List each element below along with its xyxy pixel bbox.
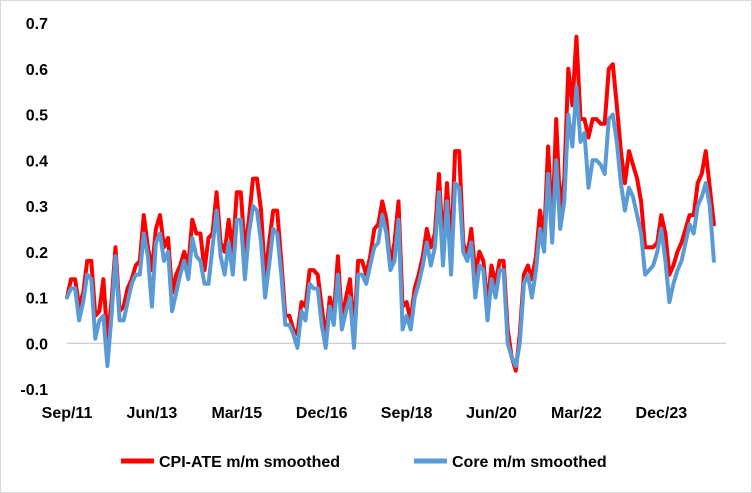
- y-tick-label: 0.7: [26, 16, 48, 33]
- y-tick-label: 0.5: [26, 108, 48, 125]
- x-tick-label: Sep/18: [381, 405, 433, 422]
- x-tick-label: Mar/22: [551, 405, 602, 422]
- legend-label-core: Core m/m smoothed: [452, 454, 607, 471]
- y-tick-label: 0.3: [26, 199, 48, 216]
- legend: CPI-ATE m/m smoothed Core m/m smoothed: [121, 454, 607, 471]
- x-tick-label: Sep/11: [42, 405, 93, 422]
- y-tick-label: 0.6: [26, 62, 48, 79]
- x-tick-label: Dec/23: [636, 405, 688, 422]
- legend-label-cpi-ate: CPI-ATE m/m smoothed: [159, 454, 340, 471]
- y-tick-label: 0.0: [26, 336, 48, 353]
- x-tick-label: Dec/16: [296, 405, 348, 422]
- series-line-core: [65, 85, 716, 369]
- legend-item-cpi-ate: CPI-ATE m/m smoothed: [121, 454, 340, 471]
- x-tick-label: Mar/15: [211, 405, 262, 422]
- y-axis-ticks: -0.1 0.0 0.1 0.2 0.3 0.4 0.5 0.6 0.7: [20, 16, 48, 399]
- x-axis-ticks: Sep/11 Jun/13 Mar/15 Dec/16 Sep/18 Jun/20 Mar/…: [42, 405, 688, 422]
- legend-item-core: Core m/m smoothed: [414, 454, 607, 471]
- y-tick-label: 0.2: [26, 245, 48, 262]
- x-tick-label: Jun/20: [466, 405, 517, 422]
- y-tick-label: 0.1: [26, 291, 48, 308]
- series-line-cpi-ate: [65, 34, 716, 373]
- x-tick-label: Jun/13: [127, 405, 178, 422]
- series-layer: [65, 34, 716, 373]
- y-tick-label: -0.1: [20, 382, 48, 399]
- y-tick-label: 0.4: [26, 153, 48, 170]
